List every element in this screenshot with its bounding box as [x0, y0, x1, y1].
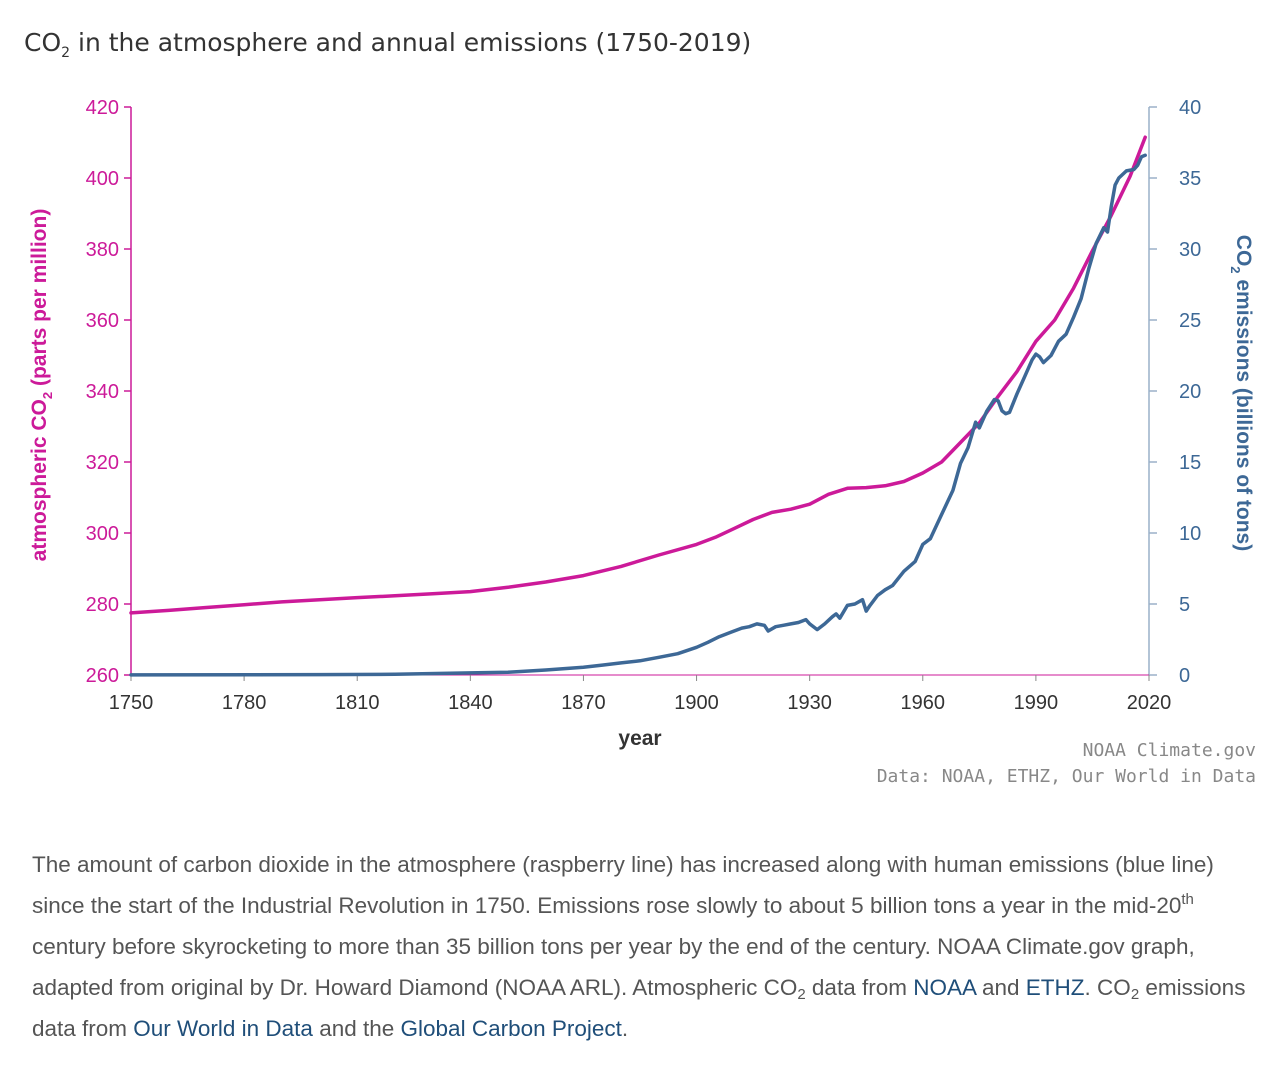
atmospheric-co2-line [129, 135, 1147, 615]
our-world-in-data-link[interactable]: Our World in Data [133, 1016, 313, 1041]
right-tick-label: 35 [1179, 168, 1201, 190]
credit-line-1: NOAA Climate.gov [1082, 740, 1256, 761]
ethz-link[interactable]: ETHZ [1025, 975, 1085, 1000]
x-tick-label: 2020 [1127, 692, 1172, 714]
x-tick-label: 1810 [335, 692, 380, 714]
left-tick-label: 340 [86, 381, 119, 403]
co2-emissions-line [129, 153, 1147, 677]
x-tick-label: 1900 [674, 692, 719, 714]
right-tick-label: 10 [1179, 523, 1201, 545]
x-tick-label: 1750 [109, 692, 154, 714]
left-tick-label: 260 [86, 665, 119, 687]
right-tick-label: 25 [1179, 310, 1201, 332]
credit-line-2: Data: NOAA, ETHZ, Our World in Data [876, 766, 1256, 787]
chart-axes [130, 107, 1150, 676]
figure-caption: The amount of carbon dioxide in the atmo… [32, 852, 1246, 1041]
right-tick-label: 30 [1179, 239, 1201, 261]
left-tick-label: 360 [86, 310, 119, 332]
x-tick-label: 1780 [222, 692, 267, 714]
chart-title: CO2 in the atmosphere and annual emissio… [24, 28, 752, 61]
co2-chart: 260 280 300 320 340 360 380 400 420 0 5 10 15 20 25 30… [28, 97, 1255, 750]
x-tick-label: 1990 [1014, 692, 1059, 714]
right-tick-label: 40 [1179, 97, 1201, 119]
x-tick-label: 1840 [448, 692, 493, 714]
x-axis-title: year [618, 727, 661, 750]
noaa-link[interactable]: NOAA [913, 975, 976, 1000]
x-tick-label: 1960 [901, 692, 946, 714]
left-tick-label: 380 [86, 239, 119, 261]
left-tick-label: 400 [86, 168, 119, 190]
right-tick-label: 20 [1179, 381, 1201, 403]
left-tick-label: 320 [86, 452, 119, 474]
right-axis-title: CO2 emissions (billions of tons) [1228, 235, 1255, 551]
left-axis-title: atmospheric CO2 (parts per million) [28, 209, 55, 562]
x-tick-label: 1870 [561, 692, 606, 714]
right-tick-label: 0 [1179, 665, 1190, 687]
right-tick-label: 15 [1179, 452, 1201, 474]
left-tick-label: 300 [86, 523, 119, 545]
left-tick-label: 420 [86, 97, 119, 119]
left-tick-label: 280 [86, 594, 119, 616]
x-tick-label: 1930 [787, 692, 832, 714]
right-tick-label: 5 [1179, 594, 1190, 616]
global-carbon-project-link[interactable]: Global Carbon Project [400, 1016, 622, 1041]
